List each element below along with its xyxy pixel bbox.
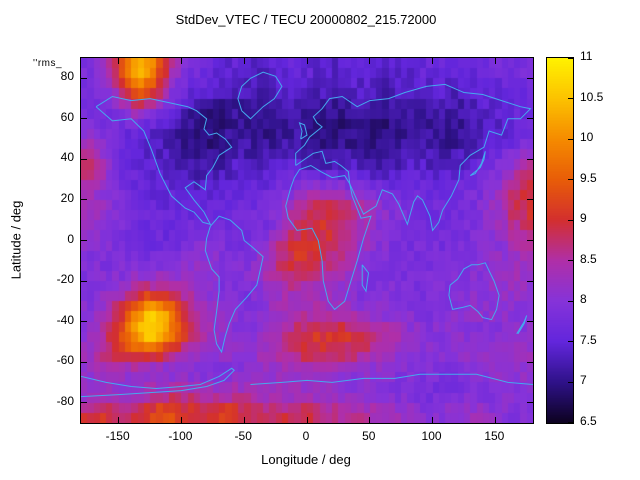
x-tick-mark — [432, 58, 434, 64]
colorbar-tick-label: 8.5 — [580, 251, 597, 266]
y-tick-mark — [81, 321, 87, 323]
x-tick-mark — [494, 58, 496, 64]
y-tick-mark — [527, 158, 533, 160]
y-tick-mark — [81, 158, 87, 160]
x-tick-mark — [432, 417, 434, 423]
vtec-stddev-heatmap — [81, 58, 533, 423]
y-axis-label: Latitude / deg — [8, 200, 24, 280]
y-tick-label: 20 — [60, 190, 74, 205]
colorbar-tick-mark — [568, 381, 573, 383]
y-tick-mark — [81, 118, 87, 120]
y-tick-mark — [527, 361, 533, 363]
colorbar-tick-mark — [568, 98, 573, 100]
y-tick-mark — [81, 361, 87, 363]
x-tick-mark — [243, 58, 245, 64]
colorbar-tick-label: 7 — [580, 373, 587, 388]
rms-annotation: ''rms_ — [33, 58, 63, 69]
x-tick-label: 0 — [302, 429, 310, 443]
y-tick-label: 60 — [60, 109, 74, 124]
x-tick-label: -150 — [105, 429, 130, 443]
x-tick-label: 50 — [362, 429, 376, 443]
colorbar — [546, 57, 574, 424]
y-tick-mark — [81, 240, 87, 241]
colorbar-tick-label: 10 — [580, 130, 594, 145]
y-tick-mark — [81, 199, 87, 201]
y-tick-label: 40 — [60, 150, 74, 165]
x-tick-mark — [243, 417, 245, 423]
y-tick-label: 80 — [60, 69, 74, 84]
colorbar-tick-label: 9 — [580, 211, 587, 226]
colorbar-tick-label: 9.5 — [580, 170, 597, 185]
y-tick-mark — [81, 280, 87, 282]
x-tick-mark — [369, 58, 371, 64]
x-tick-label: -50 — [234, 429, 252, 443]
chart-title: StdDev_VTEC / TECU 20000802_215.72000 — [175, 12, 437, 27]
colorbar-tick-mark — [568, 421, 573, 423]
x-tick-label: 150 — [484, 429, 505, 443]
x-tick-mark — [369, 417, 371, 423]
x-tick-mark — [306, 417, 308, 423]
x-tick-mark — [494, 417, 496, 423]
colorbar-tick-mark — [568, 260, 573, 262]
y-tick-label: -40 — [56, 312, 74, 327]
y-tick-label: -60 — [56, 353, 74, 368]
y-tick-mark — [81, 402, 87, 404]
y-tick-mark — [527, 118, 533, 120]
y-tick-mark — [527, 240, 533, 241]
y-tick-mark — [81, 77, 87, 79]
y-tick-mark — [527, 321, 533, 323]
x-tick-label: 100 — [421, 429, 442, 443]
x-tick-mark — [180, 417, 182, 423]
colorbar-tick-label: 11 — [580, 49, 593, 63]
colorbar-tick-mark — [568, 219, 573, 221]
colorbar-tick-mark — [568, 179, 573, 181]
y-tick-mark — [527, 199, 533, 201]
colorbar-tick-mark — [568, 138, 573, 140]
x-tick-label: -100 — [168, 429, 193, 443]
colorbar-tick-label: 8 — [580, 292, 587, 307]
y-tick-label: 0 — [67, 231, 74, 246]
y-tick-mark — [527, 77, 533, 79]
y-tick-mark — [527, 280, 533, 282]
x-axis-label: Longitude / deg — [261, 452, 351, 467]
x-tick-mark — [118, 417, 120, 423]
y-tick-label: -80 — [56, 393, 74, 408]
y-tick-mark — [527, 402, 533, 404]
colorbar-tick-mark — [568, 341, 573, 343]
x-tick-mark — [180, 58, 182, 64]
y-tick-label: -20 — [56, 272, 74, 287]
x-tick-mark — [306, 58, 308, 64]
plot-area — [80, 57, 534, 424]
colorbar-tick-mark — [568, 300, 573, 302]
colorbar-tick-mark — [568, 57, 573, 59]
colorbar-tick-label: 6.5 — [580, 414, 597, 428]
colorbar-tick-label: 10.5 — [580, 89, 604, 104]
colorbar-gradient — [547, 58, 573, 423]
colorbar-tick-label: 7.5 — [580, 332, 597, 347]
x-tick-mark — [118, 58, 120, 64]
